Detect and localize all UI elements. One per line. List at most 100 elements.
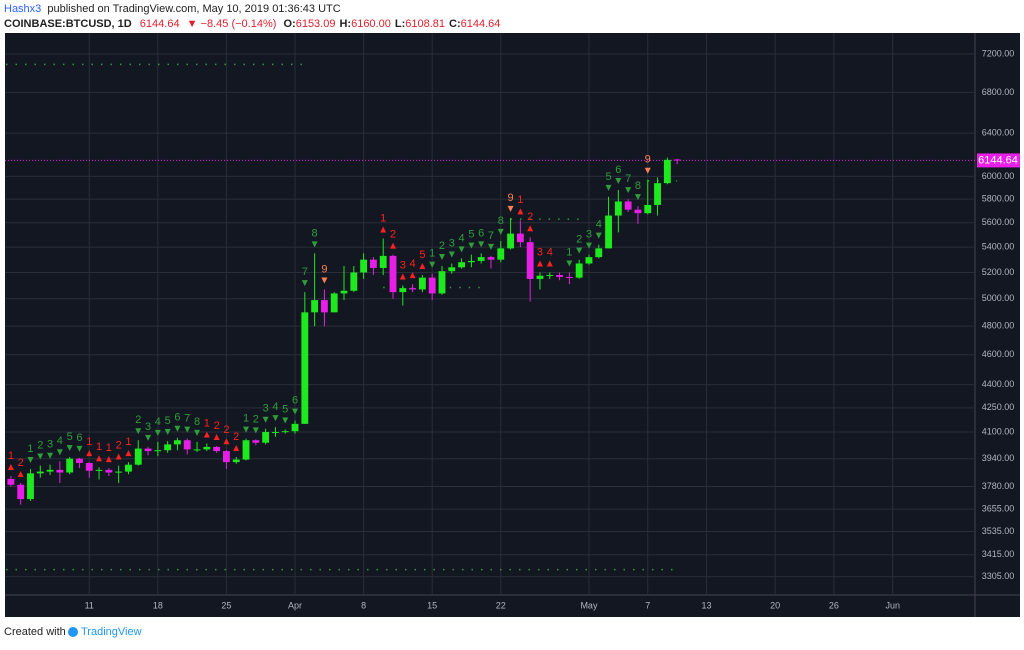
candle-body (565, 276, 573, 278)
candle-body (301, 312, 309, 424)
x-tick-label: Jun (885, 600, 900, 610)
count-label: 2 (116, 439, 122, 451)
candle-body (418, 277, 426, 290)
x-tick-label: 20 (770, 600, 780, 610)
count-label: 1 (86, 436, 92, 448)
candle-body (340, 290, 348, 294)
count-label: 5 (165, 415, 171, 427)
count-arrow (194, 429, 201, 436)
count-label: 3 (400, 259, 406, 271)
count-arrow (311, 241, 318, 248)
count-arrow (429, 261, 436, 268)
candle-body (516, 233, 524, 243)
candle-body (605, 215, 612, 249)
candle-body (242, 440, 250, 460)
count-label: 1 (106, 442, 112, 454)
count-arrow (585, 242, 592, 249)
count-label: 8 (635, 180, 641, 192)
y-tick-label: 4600.00 (982, 349, 1015, 359)
count-arrow (644, 167, 651, 174)
price-label-box (977, 153, 1020, 168)
count-arrow (292, 408, 299, 415)
candle-body (634, 209, 642, 214)
count-arrow (478, 241, 485, 248)
count-arrow (468, 242, 475, 249)
author[interactable]: Hashx3 (4, 3, 41, 15)
count-label: 4 (459, 232, 465, 244)
candle-body (497, 248, 505, 260)
count-label: 2 (214, 420, 220, 432)
candle-body (281, 431, 289, 433)
candle-body (595, 248, 603, 258)
brand[interactable]: TradingView (81, 626, 142, 638)
candle-body (271, 431, 279, 433)
x-tick-label: 7 (645, 600, 650, 610)
count-arrow (27, 457, 34, 464)
count-label: 2 (18, 457, 24, 469)
count-label: 5 (282, 403, 288, 415)
candle-body (36, 471, 44, 474)
candle-body (76, 458, 83, 463)
y-tick-label: 3780.00 (982, 481, 1015, 491)
count-label: 1 (243, 412, 249, 424)
candle-body (624, 201, 632, 210)
count-label: 6 (478, 227, 484, 239)
candle-body (477, 257, 485, 261)
count-label: 4 (547, 246, 553, 258)
count-label: 3 (586, 229, 592, 241)
candle-body (183, 440, 191, 450)
count-label: 8 (498, 215, 504, 227)
y-tick-label: 5400.00 (982, 241, 1015, 251)
count-arrow (96, 455, 103, 462)
count-arrow (56, 449, 63, 456)
x-tick-label: 22 (496, 600, 506, 610)
ohlc-value: 6160.00 (351, 18, 391, 30)
candle-body (644, 204, 652, 214)
count-arrow (203, 431, 210, 438)
count-label: 2 (253, 413, 259, 425)
candle-body (585, 257, 593, 264)
count-label: 7 (488, 230, 494, 242)
y-tick-label: 6400.00 (982, 127, 1015, 137)
count-label: 8 (194, 416, 200, 428)
candle-body (409, 288, 417, 290)
x-tick-label: 26 (829, 600, 839, 610)
count-label: 8 (312, 227, 318, 239)
count-arrow (536, 260, 543, 267)
candle-body (654, 183, 661, 205)
publish-line: Hashx3 published on TradingView.com, May… (4, 3, 341, 15)
y-tick-label: 6000.00 (982, 171, 1015, 181)
count-label: 2 (439, 240, 445, 252)
candle-body (663, 159, 671, 184)
count-arrow (105, 456, 112, 463)
y-tick-label: 5000.00 (982, 293, 1015, 303)
candle-body (575, 263, 583, 278)
footer-text: Created with (4, 626, 66, 638)
candle-body (546, 275, 554, 277)
count-label: 6 (292, 395, 298, 407)
count-label: 2 (576, 234, 582, 246)
count-label: 9 (645, 154, 651, 166)
count-arrow (125, 450, 132, 457)
count-label: 5 (67, 431, 73, 443)
count-arrow (262, 416, 269, 423)
candle-body (134, 448, 142, 465)
count-label: 7 (302, 266, 308, 278)
price-label: 6144.64 (978, 154, 1018, 166)
y-tick-label: 4250.00 (982, 402, 1015, 412)
candle-body (164, 444, 172, 451)
ohlc-value: 6144.64 (461, 18, 501, 30)
count-arrow (233, 445, 240, 452)
count-label: 9 (321, 263, 327, 275)
count-label: 1 (8, 450, 14, 462)
candle-body (399, 288, 407, 293)
candle-body (379, 255, 387, 268)
count-label: 3 (145, 421, 151, 433)
count-arrow (546, 260, 553, 267)
count-arrow (282, 417, 289, 424)
count-arrow (66, 445, 73, 452)
count-label: 1 (517, 194, 523, 206)
x-tick-label: Apr (288, 600, 302, 610)
candle-body (56, 469, 64, 473)
count-arrow (527, 225, 534, 232)
